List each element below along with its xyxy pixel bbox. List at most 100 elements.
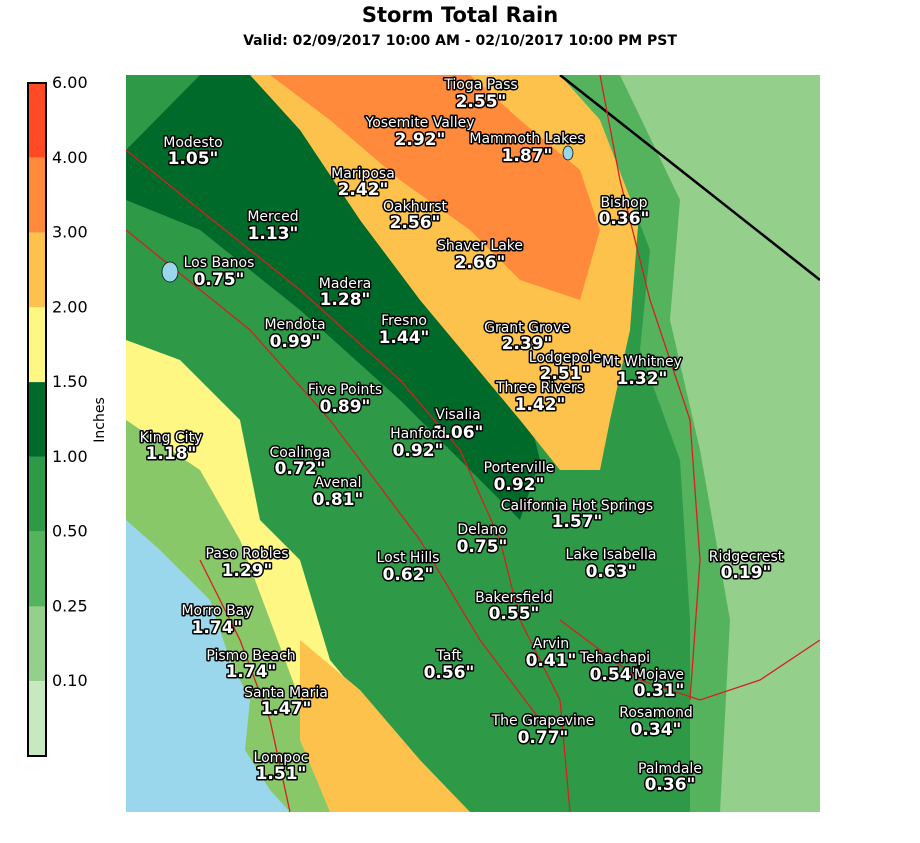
station-amount: 0.89"	[320, 397, 371, 417]
station-name: Avenal	[315, 475, 362, 491]
station-amount: 1.74"	[192, 618, 243, 638]
station-amount: 1.57"	[552, 512, 603, 532]
station-amount: 1.32"	[617, 369, 668, 389]
legend-swatch	[28, 531, 46, 607]
legend-label: 0.10	[52, 671, 88, 690]
legend-label: 3.00	[52, 223, 88, 242]
legend-swatch	[28, 83, 46, 158]
station-amount: 2.66"	[455, 253, 506, 273]
station-name: Pismo Beach	[206, 648, 295, 664]
station-amount: 0.31"	[634, 681, 685, 701]
legend-label: 0.25	[52, 596, 88, 615]
legend-swatch	[28, 307, 46, 383]
station-amount: 0.92"	[494, 475, 545, 495]
station-amount: 2.39"	[502, 334, 553, 354]
station-amount: 1.05"	[168, 149, 219, 169]
station-name: Tehachapi	[579, 650, 650, 666]
station-name: Oakhurst	[383, 199, 448, 215]
station-name: Ridgecrest	[709, 549, 784, 565]
station-name: Coalinga	[269, 445, 330, 461]
station-amount: 1.47"	[261, 699, 312, 719]
station-name: Lost Hills	[377, 550, 440, 566]
station-name: Morro Bay	[181, 603, 252, 619]
map	[126, 75, 820, 812]
station-name: Bishop	[600, 195, 647, 211]
station-name: Madera	[319, 276, 372, 292]
station-name: Mojave	[634, 667, 684, 683]
legend-swatch	[28, 456, 46, 532]
station-name: King City	[140, 430, 203, 446]
station-name: California Hot Springs	[501, 498, 653, 514]
subtitle: Valid: 02/09/2017 10:00 AM - 02/10/2017 …	[243, 33, 677, 49]
legend-label: 0.50	[52, 522, 88, 541]
station-name: Visalia	[435, 407, 480, 423]
station-name: Mendota	[264, 317, 325, 333]
station-amount: 0.36"	[645, 775, 696, 795]
legend-swatch	[28, 606, 46, 682]
legend-label: 6.00	[52, 73, 88, 92]
station-name: Palmdale	[638, 761, 702, 777]
station-amount: 1.28"	[320, 290, 371, 310]
station-amount: 1.87"	[502, 146, 553, 166]
legend-label: 1.50	[52, 372, 88, 391]
station-amount: 1.13"	[248, 224, 299, 244]
legend-label: 4.00	[52, 148, 88, 167]
station-name: Rosamond	[619, 705, 693, 721]
legend-label: 1.00	[52, 447, 88, 466]
station-amount: 2.92"	[395, 130, 446, 150]
title: Storm Total Rain	[362, 3, 558, 27]
station-name: Mt Whitney	[602, 354, 682, 370]
station-name: Delano	[457, 522, 506, 538]
station-amount: 1.06"	[433, 423, 484, 443]
station-name: Modesto	[163, 135, 223, 151]
station-name: Porterville	[484, 460, 555, 476]
station-amount: 1.44"	[379, 328, 430, 348]
station-name: Yosemite Valley	[365, 115, 475, 131]
station-amount: 0.56"	[424, 663, 475, 683]
station-amount: 1.42"	[515, 395, 566, 415]
legend-label: 2.00	[52, 297, 88, 316]
station-amount: 0.54"	[590, 665, 641, 685]
station-name: Taft	[436, 648, 462, 664]
station-amount: 0.77"	[518, 728, 569, 748]
station-amount: 0.75"	[457, 537, 508, 557]
legend-swatch	[28, 382, 46, 457]
station-name: Hanford	[390, 426, 446, 442]
station-name: The Grapevine	[491, 713, 595, 729]
station-name: Tioga Pass	[443, 77, 517, 93]
station-amount: 1.18"	[146, 444, 197, 464]
station-name: Santa Maria	[244, 685, 328, 701]
station-amount: 0.81"	[313, 490, 364, 510]
legend-swatch	[28, 157, 46, 233]
station-name: Shaver Lake	[437, 238, 523, 254]
station-amount: 0.19"	[721, 563, 772, 583]
station-amount: 0.55"	[489, 604, 540, 624]
station-amount: 0.99"	[270, 332, 321, 352]
station-name: Arvin	[533, 636, 569, 652]
station-name: Lodgepole	[529, 350, 601, 366]
station-name: Five Points	[308, 382, 382, 398]
station-amount: 2.51"	[540, 364, 591, 384]
station-amount: 2.56"	[390, 213, 441, 233]
station-name: Three Rivers	[495, 380, 584, 396]
station-name: Bakersfield	[475, 590, 553, 606]
legend-frame	[27, 82, 47, 757]
station-name: Grant Grove	[484, 320, 570, 336]
station-amount: 0.36"	[599, 209, 650, 229]
station-amount: 0.41"	[526, 651, 577, 671]
station-amount: 2.55"	[456, 92, 507, 112]
station-name: Lake Isabella	[566, 547, 657, 563]
station-amount: 0.72"	[275, 459, 326, 479]
color-legend: Inches 6.00 4.00 3.00 2.00 1.50 1.00 0.50 0.25 0…	[27, 73, 108, 757]
station-amount: 0.75"	[194, 270, 245, 290]
station-name: Paso Robles	[205, 546, 288, 562]
station-amount: 1.74"	[226, 662, 277, 682]
station-amount: 1.29"	[222, 561, 273, 581]
legend-title: Inches	[92, 397, 108, 442]
station-amount: 0.63"	[586, 562, 637, 582]
station-amount: 2.42"	[338, 180, 389, 200]
station-name: Fresno	[381, 313, 427, 329]
station-amount: 0.92"	[393, 441, 444, 461]
